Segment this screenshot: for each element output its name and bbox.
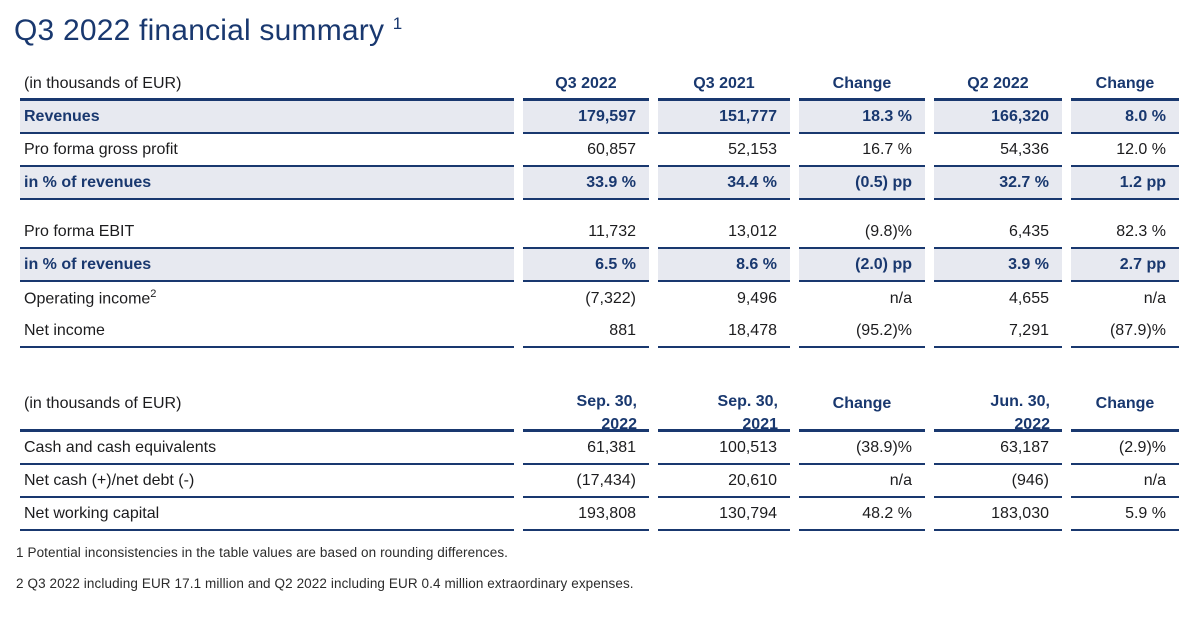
cell-value: 11,732 [523,216,649,249]
column-header-q2-2022: Q2 2022 [934,70,1062,101]
column-header-jun-30-2022: Jun. 30, 2022 [934,376,1062,433]
balance-items-header-row: (in thousands of EUR) Sep. 30, 2022 Sep. … [20,376,1179,433]
unit-label: (in thousands of EUR) [20,70,514,101]
cell-value: (87.9)% [1071,315,1179,348]
cell-value: 2.7 pp [1071,249,1179,282]
table-row-ebit-margin: in % of revenues 6.5 % 8.6 % (2.0) pp 3.… [20,249,1179,282]
cell-value: 32.7 % [934,167,1062,200]
cell-value: 6,435 [934,216,1062,249]
cell-value: 130,794 [658,498,790,531]
spacer-row [20,200,1179,216]
cell-value: 100,513 [658,432,790,465]
row-label: Operating income2 [24,288,157,308]
table-row-gross-margin: in % of revenues 33.9 % 34.4 % (0.5) pp … [20,167,1179,200]
cell-value: 34.4 % [658,167,790,200]
cell-value: 63,187 [934,432,1062,465]
page-title: Q3 2022 financial summary 1 [14,14,1200,48]
footnote-2: 2 Q3 2022 including EUR 17.1 million and… [16,576,634,591]
cell-value: (17,434) [523,465,649,498]
cell-value: 183,030 [934,498,1062,531]
cell-value: 48.2 % [799,498,925,531]
cell-value: (95.2)% [799,315,925,348]
column-header-q3-2021: Q3 2021 [658,70,790,101]
cell-value: 4,655 [1008,289,1049,307]
footnote-1: 1 Potential inconsistencies in the table… [16,545,509,560]
table-row-operating-income: Operating income2 (7,322) 9,496 n/a 4,65… [20,282,1179,315]
column-header-sep-30-2022: Sep. 30, 2022 [523,376,649,433]
cell-value: 7,291 [934,315,1062,348]
footnote-ref-2: 2 [150,288,157,301]
table-row-gross-profit: Pro forma gross profit 60,857 52,153 16.… [20,134,1179,167]
cell-value: 18.3 % [799,101,925,134]
cell-value: 61,381 [523,432,649,465]
row-label: Net working capital [20,498,514,531]
cell-value: 151,777 [658,101,790,134]
cell-value: 16.7 % [799,134,925,167]
cell-value: n/a [1071,465,1179,498]
income-summary-table: (in thousands of EUR) Q3 2022 Q3 2021 Ch… [11,70,1188,348]
cell-value: 54,336 [934,134,1062,167]
cell-value: 881 [523,315,649,348]
cell-value: 5.9 % [1071,498,1179,531]
cell-value: n/a [889,289,912,307]
column-header-change-yoy: Change [799,70,925,101]
cell-value: 179,597 [523,101,649,134]
cell-value: 33.9 % [523,167,649,200]
column-header-change-qoq: Change [1071,376,1179,432]
cell-value: 60,857 [523,134,649,167]
column-header-q3-2022: Q3 2022 [523,70,649,101]
cell-value: 52,153 [658,134,790,167]
cell-value: 3.9 % [934,249,1062,282]
cell-value: n/a [799,465,925,498]
cell-value: (38.9)% [799,432,925,465]
income-summary-header-row: (in thousands of EUR) Q3 2022 Q3 2021 Ch… [20,70,1179,101]
balance-items-table: (in thousands of EUR) Sep. 30, 2022 Sep. … [11,376,1188,531]
table-row-revenues: Revenues 179,597 151,777 18.3 % 166,320 … [20,101,1179,134]
cell-value: 9,496 [736,289,777,307]
table-row-cash: Cash and cash equivalents 61,381 100,513… [20,432,1179,465]
cell-value: 18,478 [658,315,790,348]
cell-value: 6.5 % [523,249,649,282]
cell-value: 82.3 % [1071,216,1179,249]
row-label: Net cash (+)/net debt (-) [20,465,514,498]
column-header-change-qoq: Change [1071,70,1179,101]
table-row-net-working-capital: Net working capital 193,808 130,794 48.2… [20,498,1179,531]
row-label: Net income [20,315,514,348]
row-label: Pro forma gross profit [20,134,514,167]
financial-summary-slide: Q3 2022 financial summary 1 (in thousand… [0,14,1200,619]
cell-value: (2.0) pp [799,249,925,282]
page-title-text: Q3 2022 financial summary [14,14,385,47]
table-row-net-cash: Net cash (+)/net debt (-) (17,434) 20,61… [20,465,1179,498]
cell-value: 166,320 [934,101,1062,134]
row-label: Cash and cash equivalents [20,432,514,465]
page-title-footnote-ref: 1 [392,14,403,33]
cell-value: 8.0 % [1071,101,1179,134]
cell-value: n/a [1143,289,1166,307]
cell-value: (7,322) [585,289,636,307]
cell-value: 1.2 pp [1071,167,1179,200]
cell-value: 20,610 [658,465,790,498]
cell-value: 13,012 [658,216,790,249]
footnotes: 1 Potential inconsistencies in the table… [16,545,1200,591]
row-label: Pro forma EBIT [20,216,514,249]
row-label: in % of revenues [20,249,514,282]
row-label: Revenues [20,101,514,134]
cell-value: 193,808 [523,498,649,531]
column-header-change-yoy: Change [799,376,925,432]
unit-label: (in thousands of EUR) [20,376,514,432]
cell-value: (946) [934,465,1062,498]
table-row-ebit: Pro forma EBIT 11,732 13,012 (9.8)% 6,43… [20,216,1179,249]
cell-value: (0.5) pp [799,167,925,200]
cell-value: (2.9)% [1071,432,1179,465]
cell-value: 8.6 % [658,249,790,282]
table-row-net-income: Net income 881 18,478 (95.2)% 7,291 (87.… [20,315,1179,348]
row-label: in % of revenues [20,167,514,200]
cell-value: 12.0 % [1071,134,1179,167]
cell-value: (9.8)% [799,216,925,249]
column-header-sep-30-2021: Sep. 30, 2021 [658,376,790,433]
